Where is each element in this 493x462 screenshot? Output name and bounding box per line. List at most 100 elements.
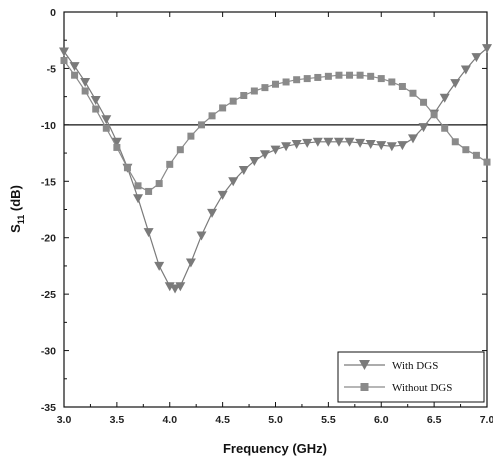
series-layer (59, 44, 492, 294)
x-tick-label: 3.5 (110, 414, 125, 426)
x-tick-label: 3.0 (57, 414, 72, 426)
point-without-dgs (314, 73, 322, 81)
point-with-dgs (80, 77, 91, 87)
point-without-dgs (208, 112, 216, 120)
point-with-dgs (143, 228, 154, 238)
point-without-dgs (197, 121, 205, 129)
y-tick-label: -35 (41, 402, 56, 414)
point-with-dgs (90, 96, 101, 106)
point-without-dgs (60, 57, 68, 65)
point-with-dgs (386, 142, 397, 152)
point-without-dgs (102, 124, 110, 132)
point-with-dgs (407, 134, 418, 144)
point-without-dgs (462, 146, 470, 154)
point-without-dgs (81, 87, 89, 95)
y-tick-label: -20 (41, 233, 56, 245)
point-without-dgs (335, 71, 343, 79)
point-with-dgs (281, 142, 292, 152)
series-without-dgs (60, 57, 491, 195)
point-with-dgs (482, 44, 492, 54)
x-tick-label: 4.5 (215, 414, 230, 426)
plot-frame (63, 11, 488, 408)
x-tick-label: 5.5 (321, 414, 336, 426)
point-without-dgs (483, 158, 491, 166)
point-with-dgs (333, 137, 344, 147)
y-axis-label: S11 (dB) (8, 185, 26, 233)
point-with-dgs (460, 65, 471, 75)
point-without-dgs (324, 72, 332, 80)
point-without-dgs (441, 124, 449, 132)
point-without-dgs (250, 87, 258, 95)
point-with-dgs (344, 137, 355, 147)
point-with-dgs (249, 156, 260, 166)
point-without-dgs (409, 89, 417, 97)
point-with-dgs (312, 137, 323, 147)
point-with-dgs (450, 79, 461, 89)
point-with-dgs (217, 190, 228, 200)
point-with-dgs (207, 208, 218, 218)
x-tick-label: 4.0 (162, 414, 177, 426)
point-with-dgs (175, 282, 186, 292)
point-with-dgs (185, 258, 196, 268)
point-with-dgs (376, 141, 387, 151)
point-with-dgs (228, 177, 239, 187)
point-without-dgs (388, 78, 396, 86)
legend-marker-without-dgs (360, 383, 369, 391)
x-tick-label: 7.0 (480, 414, 493, 426)
point-with-dgs (101, 115, 112, 125)
point-without-dgs (398, 82, 406, 90)
point-without-dgs (240, 92, 248, 100)
x-tick-label: 5.0 (268, 414, 283, 426)
point-without-dgs (155, 180, 163, 188)
point-without-dgs (113, 143, 121, 151)
point-without-dgs (176, 146, 184, 154)
point-without-dgs (187, 132, 195, 140)
point-without-dgs (219, 104, 227, 112)
point-with-dgs (170, 284, 181, 294)
point-with-dgs (69, 62, 80, 72)
point-without-dgs (293, 76, 301, 84)
point-without-dgs (145, 187, 153, 195)
point-without-dgs (92, 105, 100, 113)
point-without-dgs (367, 72, 375, 80)
y-tick-label: -15 (41, 176, 56, 188)
point-with-dgs (397, 141, 408, 151)
legend: With DGS Without DGS (337, 351, 485, 403)
point-with-dgs (323, 137, 334, 147)
point-with-dgs (238, 166, 249, 175)
point-with-dgs (196, 231, 207, 241)
point-without-dgs (282, 78, 290, 86)
point-with-dgs (439, 93, 450, 103)
x-tick-label: 6.0 (374, 414, 389, 426)
point-without-dgs (346, 71, 354, 79)
point-with-dgs (270, 145, 281, 155)
point-without-dgs (261, 84, 269, 92)
point-without-dgs (71, 71, 79, 79)
y-axis-label-unit: (dB) (8, 185, 23, 215)
point-with-dgs (471, 53, 482, 63)
y-tick-label: -5 (47, 63, 56, 75)
legend-label-with-dgs: With DGS (392, 360, 438, 372)
x-axis-label: Frequency (GHz) (223, 441, 327, 456)
point-with-dgs (302, 138, 313, 148)
point-without-dgs (166, 160, 174, 168)
point-with-dgs (291, 140, 302, 150)
point-with-dgs (259, 150, 270, 160)
x-tick-label: 6.5 (427, 414, 442, 426)
y-tick-label: -30 (41, 346, 56, 358)
point-without-dgs (303, 75, 311, 83)
point-with-dgs (111, 137, 122, 147)
point-without-dgs (472, 151, 480, 159)
y-tick-label: -25 (41, 289, 56, 301)
point-without-dgs (123, 164, 131, 172)
point-without-dgs (430, 111, 438, 119)
point-with-dgs (418, 123, 429, 133)
point-with-dgs (59, 47, 69, 57)
legend-label-without-dgs: Without DGS (392, 382, 452, 394)
point-with-dgs (164, 282, 175, 292)
point-without-dgs (356, 71, 364, 79)
point-with-dgs (133, 194, 144, 204)
y-axis-label-subscript: 11 (16, 215, 26, 225)
point-without-dgs (134, 182, 142, 190)
